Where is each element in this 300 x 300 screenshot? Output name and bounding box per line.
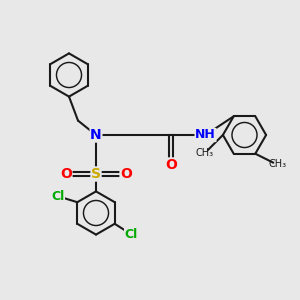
Text: Cl: Cl [51, 190, 64, 203]
Text: CH₃: CH₃ [196, 148, 214, 158]
Text: O: O [60, 167, 72, 181]
Text: N: N [90, 128, 102, 142]
Text: O: O [165, 158, 177, 172]
Text: NH: NH [195, 128, 216, 142]
Text: S: S [91, 167, 101, 181]
Text: Cl: Cl [124, 228, 138, 241]
Text: CH₃: CH₃ [269, 159, 287, 169]
Text: O: O [120, 167, 132, 181]
